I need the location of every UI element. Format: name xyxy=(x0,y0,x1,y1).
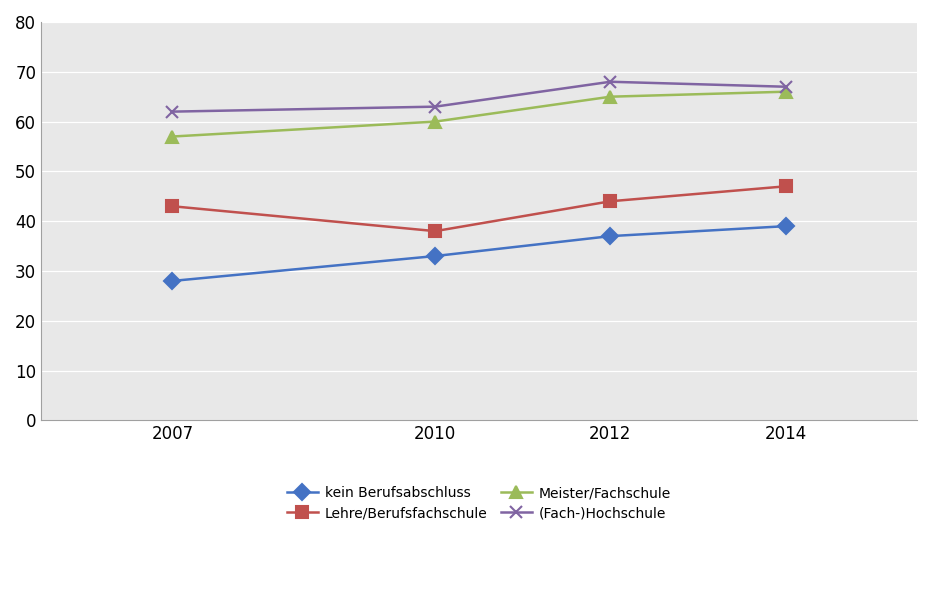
(Fach-)Hochschule xyxy=(605,78,616,85)
Line: Meister/Fachschule: Meister/Fachschule xyxy=(167,86,791,142)
Lehre/Berufsfachschule xyxy=(605,198,616,205)
Meister/Fachschule xyxy=(430,118,441,125)
kein Berufsabschluss xyxy=(605,233,616,240)
Line: Lehre/Berufsfachschule: Lehre/Berufsfachschule xyxy=(167,181,791,236)
Meister/Fachschule xyxy=(605,93,616,100)
Line: (Fach-)Hochschule: (Fach-)Hochschule xyxy=(167,76,791,117)
Meister/Fachschule xyxy=(167,133,178,140)
(Fach-)Hochschule xyxy=(167,108,178,115)
kein Berufsabschluss xyxy=(167,278,178,285)
(Fach-)Hochschule xyxy=(430,103,441,111)
Meister/Fachschule xyxy=(780,88,791,95)
kein Berufsabschluss xyxy=(780,222,791,230)
(Fach-)Hochschule xyxy=(780,83,791,90)
Legend: kein Berufsabschluss, Lehre/Berufsfachschule, Meister/Fachschule, (Fach-)Hochsch: kein Berufsabschluss, Lehre/Berufsfachsc… xyxy=(281,479,678,528)
Lehre/Berufsfachschule xyxy=(167,203,178,210)
kein Berufsabschluss xyxy=(430,252,441,260)
Line: kein Berufsabschluss: kein Berufsabschluss xyxy=(167,220,791,287)
Lehre/Berufsfachschule xyxy=(780,182,791,190)
Lehre/Berufsfachschule xyxy=(430,227,441,235)
